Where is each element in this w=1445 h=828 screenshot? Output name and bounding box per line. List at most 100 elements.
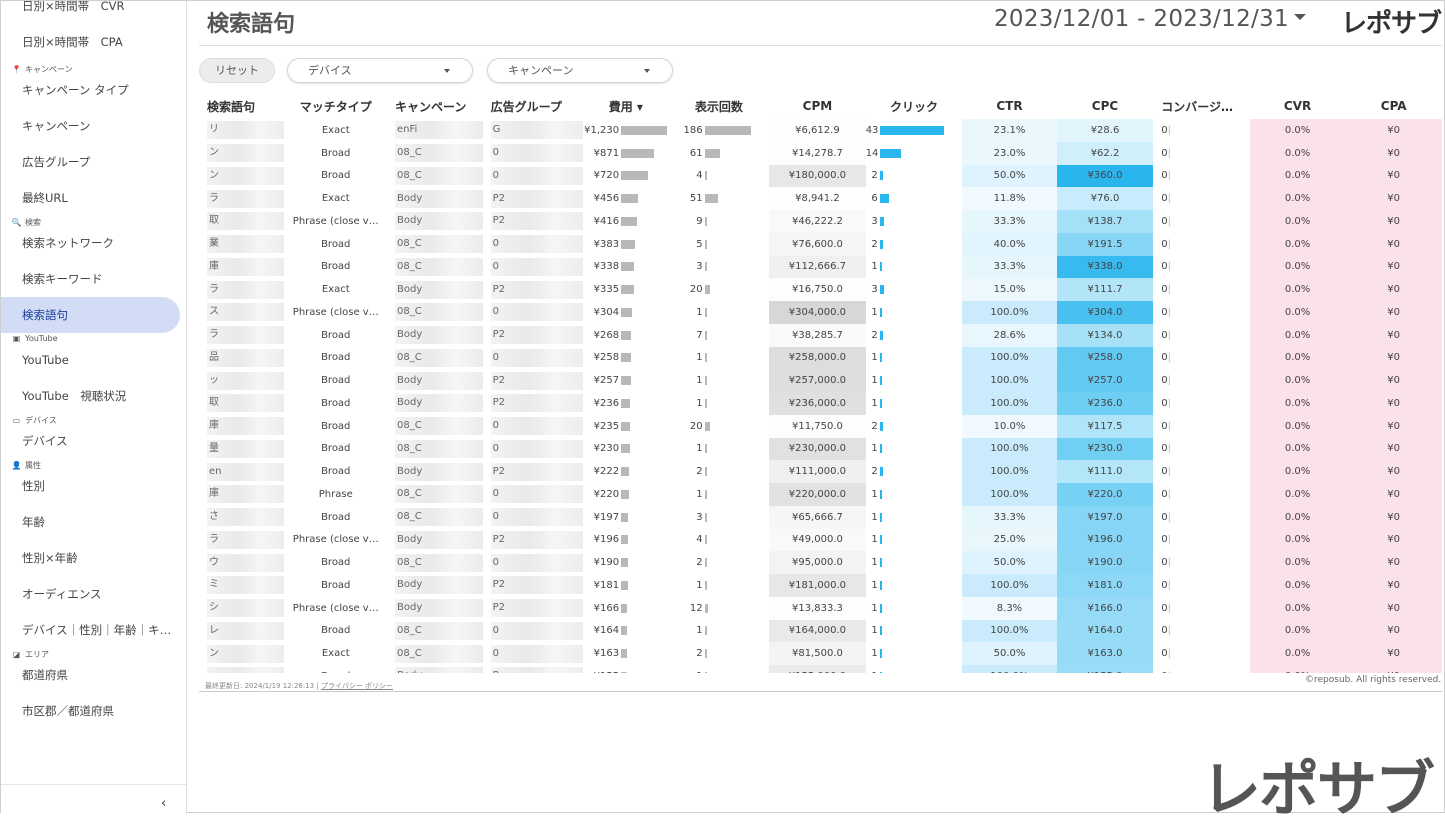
cell-clicks: 1 bbox=[866, 506, 963, 529]
cpc-value: ¥76.0 bbox=[1090, 193, 1120, 205]
column-header[interactable]: 広告グループ bbox=[490, 99, 562, 114]
sidebar-item[interactable]: 日別×時間帯 CVR bbox=[22, 1, 125, 13]
clicks-value: 1 bbox=[871, 306, 878, 318]
cell-clicks: 3 bbox=[866, 210, 963, 233]
table-row[interactable]: ミ Broad Body P2 ¥181 1 ¥181,000.0 1 100.0% ¥181.0… bbox=[199, 574, 1442, 597]
sidebar-item[interactable]: 検索ネットワーク bbox=[22, 236, 114, 250]
column-header[interactable]: コンバージ… bbox=[1161, 99, 1234, 114]
clicks-bar-cell: 1 bbox=[866, 347, 963, 369]
sidebar-item[interactable]: 検索キーワード bbox=[22, 272, 103, 286]
impressions-bar-cell: 186 bbox=[669, 119, 770, 141]
clicks-bar bbox=[879, 489, 882, 499]
reset-button[interactable]: リセット bbox=[199, 58, 275, 83]
cell-campaign: 08_C bbox=[387, 347, 483, 370]
privacy-policy-link[interactable]: プライバシー ポリシー bbox=[320, 682, 394, 690]
sidebar-item[interactable]: キャンペーン bbox=[22, 119, 91, 133]
column-header[interactable]: 検索語句 bbox=[207, 99, 256, 114]
table-row[interactable]: 量 Broad 08_C 0 ¥230 1 ¥230,000.0 1 100.0% ¥230.0 0… bbox=[199, 437, 1442, 461]
table-row[interactable]: ラ Exact Body P2 ¥456 51 ¥8,941.2 6 11.8% ¥76.0 0| 0… bbox=[199, 187, 1442, 210]
table-row[interactable]: ラ Broad Body P2 ¥268 7 ¥38,285.7 2 28.6% ¥134.0 0|… bbox=[199, 323, 1442, 347]
ctr-value: 100.0% bbox=[990, 352, 1029, 364]
cell-conversions: 0| bbox=[1153, 392, 1250, 415]
clicks-bar bbox=[879, 512, 882, 522]
column-header[interactable]: CPM bbox=[802, 99, 833, 113]
cell-campaign: 08_C bbox=[387, 620, 483, 643]
table-row[interactable]: 取 Broad Body P2 ¥236 1 ¥236,000.0 1 100.0% ¥236.0… bbox=[199, 392, 1442, 415]
cell-cpm: ¥258,000.0 bbox=[769, 346, 866, 370]
table-row[interactable]: レ Broad 08_C 0 ¥164 1 ¥164,000.0 1 100.0% ¥164.0 0… bbox=[199, 619, 1442, 643]
table-row[interactable]: ッ Broad Body P2 ¥257 1 ¥257,000.0 1 100.0% ¥257.0… bbox=[199, 369, 1442, 392]
sidebar-item[interactable]: YouTube 視聴状況 bbox=[22, 389, 127, 403]
column-header[interactable]: クリック bbox=[889, 99, 938, 114]
table-row[interactable]: ラ Phrase (close v… Body P2 ¥196 4 ¥49,000.0 1 25… bbox=[199, 528, 1442, 552]
clicks-bar-cell: 1 bbox=[866, 483, 963, 505]
impressions-bar-cell: 3 bbox=[669, 506, 770, 528]
table-row[interactable]: 庫 Broad 08_C 0 ¥235 20 ¥11,750.0 2 10.0% ¥117.5 0|… bbox=[199, 414, 1442, 438]
sidebar-item[interactable]: デバイス bbox=[22, 434, 68, 448]
ad-group-text: P2 bbox=[490, 576, 584, 595]
table-row[interactable]: 品 Broad 08_C 0 ¥258 1 ¥258,000.0 1 100.0% ¥258.0 0… bbox=[199, 346, 1442, 370]
impressions-value: 20 bbox=[689, 284, 703, 296]
bar-marker: | bbox=[1167, 488, 1172, 500]
cvr-value: 0.0% bbox=[1284, 420, 1311, 432]
sidebar-item[interactable]: 年齢 bbox=[22, 515, 45, 529]
table-row[interactable]: リ Exact enFi G ¥1,230 186 ¥6,612.9 43 23.1% ¥28.6… bbox=[199, 119, 1442, 142]
column-header[interactable]: CTR bbox=[996, 99, 1023, 113]
bar-marker: | bbox=[1167, 306, 1172, 318]
sidebar-item[interactable]: 日別×時間帯 CPA bbox=[22, 35, 123, 49]
chevron-down-icon[interactable] bbox=[1294, 14, 1306, 20]
table-row[interactable]: 取 Phrase (close v… Body P2 ¥416 9 ¥46,222.2 3 33… bbox=[199, 210, 1442, 233]
cell-clicks: 1 bbox=[866, 665, 963, 673]
cost-bar bbox=[621, 626, 628, 636]
table-row[interactable]: Broad Body P¥155 1 ¥155,000.0 1 100.0% ¥155.0 0|… bbox=[199, 665, 1442, 673]
sidebar-item[interactable]: キャンペーン タイプ bbox=[22, 83, 129, 97]
sidebar-item[interactable]: オーディエンス bbox=[22, 587, 102, 601]
clicks-bar bbox=[879, 239, 883, 249]
column-header[interactable]: CPA bbox=[1380, 99, 1407, 113]
cvr-value: 0.0% bbox=[1284, 284, 1311, 296]
cost-bar bbox=[621, 262, 635, 272]
cell-campaign: 08_C bbox=[387, 233, 483, 256]
conversions-value: 0 bbox=[1161, 511, 1168, 523]
column-header[interactable]: キャンペーン bbox=[395, 99, 467, 114]
column-header[interactable]: 表示回数 bbox=[694, 99, 743, 114]
date-range-picker[interactable]: 2023/12/01 - 2023/12/31 bbox=[994, 6, 1289, 32]
table-row[interactable]: ン Exact 08_C 0 ¥163 2 ¥81,500.0 1 50.0% ¥163.0 0| 0… bbox=[199, 642, 1442, 665]
table-row[interactable]: ン Broad 08_C 0 ¥871 61 ¥14,278.7 14 23.0% ¥62.2 0|… bbox=[199, 141, 1442, 165]
campaign-filter-dropdown[interactable]: キャンペーン bbox=[487, 58, 673, 83]
sidebar-item[interactable]: 最終URL bbox=[22, 191, 68, 205]
table-row[interactable]: 業 Broad 08_C 0 ¥383 5 ¥76,600.0 2 40.0% ¥191.5 0| 0… bbox=[199, 232, 1442, 256]
cell-campaign: Body bbox=[387, 187, 483, 210]
column-header[interactable]: CVR bbox=[1283, 99, 1312, 113]
sidebar-item[interactable]: 市区郡／都道府県 bbox=[22, 704, 114, 718]
sidebar-section-header: 🔍 検索 bbox=[11, 217, 41, 228]
sidebar-item[interactable]: デバイス｜性別｜年齢｜キ… bbox=[22, 623, 172, 637]
table-row[interactable]: en Broad Body P2 ¥222 2 ¥111,000.0 2 100.0% ¥111.… bbox=[199, 460, 1442, 483]
ctr-value: 100.0% bbox=[990, 443, 1029, 455]
cell-cpm: ¥112,666.7 bbox=[769, 255, 866, 279]
collapse-sidebar-icon[interactable]: ‹ bbox=[161, 796, 167, 811]
impressions-value: 3 bbox=[696, 261, 703, 273]
column-header[interactable]: 費用 ▾ bbox=[608, 99, 643, 114]
sidebar-item[interactable]: 広告グループ bbox=[22, 155, 91, 169]
cell-cpa: ¥0 bbox=[1345, 187, 1442, 210]
sidebar-item[interactable]: 性別×年齢 bbox=[22, 551, 78, 565]
column-header[interactable]: CPC bbox=[1091, 99, 1119, 113]
cpc-value: ¥28.6 bbox=[1090, 124, 1120, 136]
table-row[interactable]: ウ Broad 08_C 0 ¥190 2 ¥95,000.0 1 50.0% ¥190.0 0| 0… bbox=[199, 551, 1442, 574]
cell-search-term: ス bbox=[199, 301, 285, 324]
device-filter-dropdown[interactable]: デバイス bbox=[287, 58, 473, 83]
table-row[interactable]: シ Phrase (close v… Body P2 ¥166 12 ¥13,833.3 1 8… bbox=[199, 596, 1442, 620]
table-row[interactable]: 庫 Phrase 08_C 0 ¥220 1 ¥220,000.0 1 100.0% ¥220.0… bbox=[199, 483, 1442, 506]
sidebar-item[interactable]: 検索語句 bbox=[1, 297, 180, 333]
sidebar-item[interactable]: YouTube bbox=[22, 353, 69, 367]
table-row[interactable]: ン Broad 08_C 0 ¥720 4 ¥180,000.0 2 50.0% ¥360.0 0|… bbox=[199, 164, 1442, 188]
sidebar-item[interactable]: 都道府県 bbox=[22, 668, 68, 682]
table-row[interactable]: 庫 Broad 08_C 0 ¥338 3 ¥112,666.7 1 33.3% ¥338.0 0|… bbox=[199, 255, 1442, 279]
table-row[interactable]: ス Phrase (close v… 08_C 0 ¥304 1 ¥304,000.0 1 10… bbox=[199, 301, 1442, 324]
sidebar-item[interactable]: 性別 bbox=[22, 479, 45, 493]
table-row[interactable]: ラ Exact Body P2 ¥335 20 ¥16,750.0 3 15.0% ¥111.7 0… bbox=[199, 278, 1442, 301]
cell-campaign: Body bbox=[387, 665, 483, 673]
table-row[interactable]: さ Broad 08_C 0 ¥197 3 ¥65,666.7 1 33.3% ¥197.0 0| 0… bbox=[199, 505, 1442, 529]
column-header[interactable]: マッチタイプ bbox=[299, 99, 372, 114]
